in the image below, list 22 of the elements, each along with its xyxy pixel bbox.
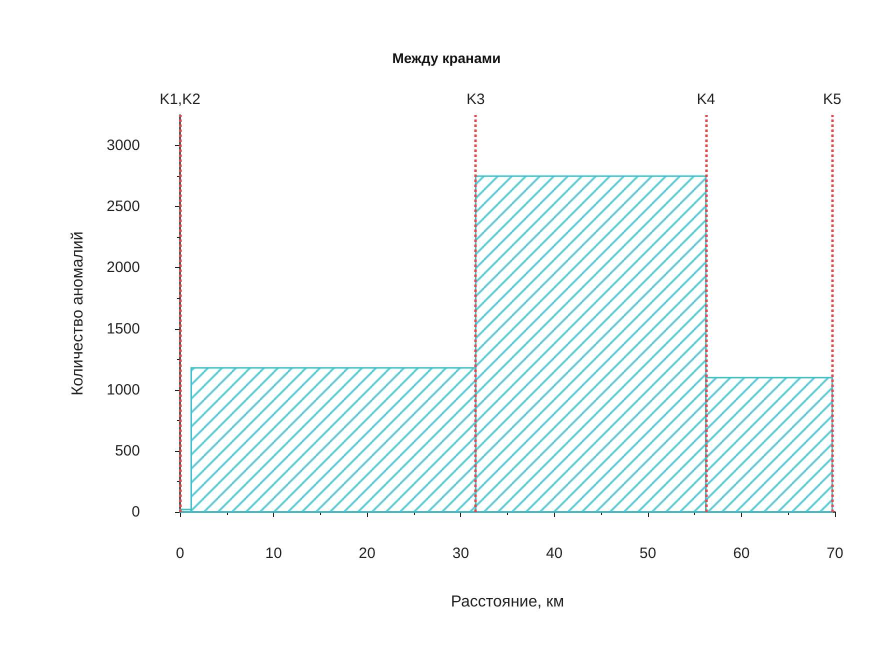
x-axis-title: Расстояние, км bbox=[450, 594, 564, 610]
ref-line-label: K1,K2 bbox=[160, 91, 200, 108]
y-axis-title: Количество аномалий bbox=[70, 231, 86, 396]
x-tick-label: 60 bbox=[733, 545, 750, 562]
x-tick-label: 0 bbox=[176, 545, 184, 562]
x-tick-label: 10 bbox=[265, 545, 282, 562]
y-tick-label: 3000 bbox=[106, 137, 140, 154]
x-tick-label: 30 bbox=[452, 545, 470, 562]
y-tick-label: 2000 bbox=[106, 259, 140, 276]
y-tick-label: 500 bbox=[114, 442, 140, 460]
ref-line-label: K5 bbox=[823, 91, 842, 108]
ref-line-label: K4 bbox=[696, 91, 716, 108]
chart-title: Между кранами bbox=[392, 50, 501, 66]
x-tick-label: 40 bbox=[546, 545, 563, 562]
ref-line-label: K3 bbox=[466, 91, 485, 108]
x-tick-label: 50 bbox=[640, 545, 656, 562]
y-tick-label: 1500 bbox=[106, 320, 140, 338]
x-tick-label: 70 bbox=[826, 545, 844, 562]
x-tick-label: 20 bbox=[358, 545, 376, 562]
y-tick-label: 0 bbox=[132, 504, 140, 520]
y-tick-label: 1000 bbox=[106, 381, 140, 398]
y-tick-label: 2500 bbox=[106, 198, 140, 216]
